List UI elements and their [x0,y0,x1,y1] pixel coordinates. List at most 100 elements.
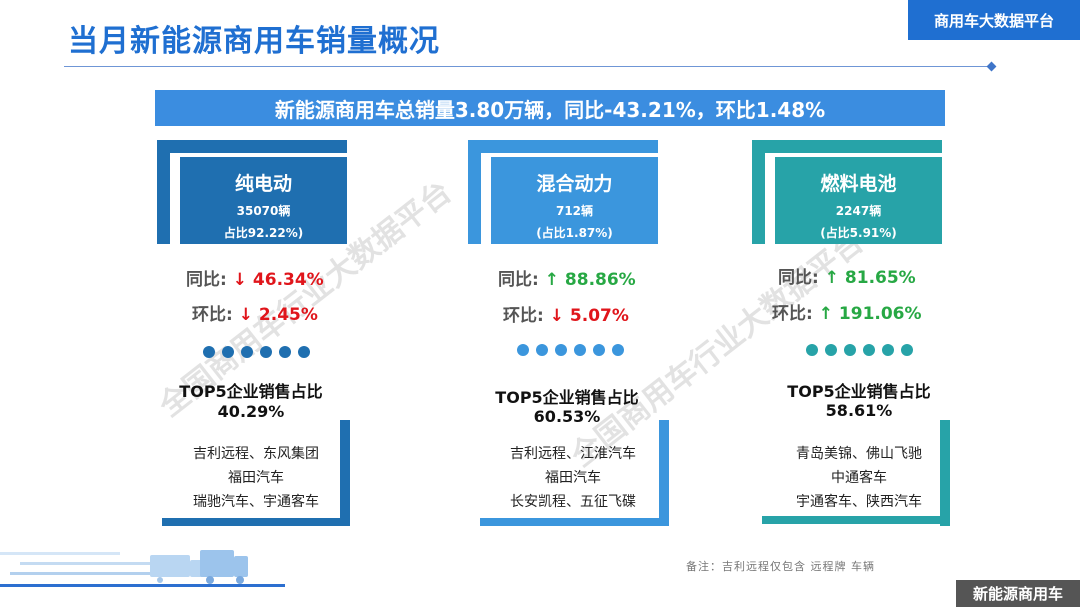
card-frame [468,140,658,153]
yoy-label: 同比: [498,270,539,290]
top5-title: TOP5企业销售占比 [179,382,323,401]
company-list: 青岛美锦、佛山飞驰 中通客车 宇通客车、陕西汽车 [774,442,944,514]
category-name: 纯电动 [234,173,292,195]
dot [203,346,215,358]
truck-graphic [0,550,285,587]
company-line: 福田汽车 [545,470,601,486]
card-frame [468,140,481,244]
dot [517,344,529,356]
top5-title: TOP5企业销售占比 [495,388,639,407]
yoy-stat: 同比: ↓ 46.34% [186,265,324,290]
top5-percent: 60.53% [533,407,601,426]
arrow-up-icon: ↑ [818,304,833,324]
dot [574,344,586,356]
yoy-stat: 同比: ↑ 88.86% [498,265,636,290]
category-count: 35070辆 [236,204,291,218]
truck-icon [150,550,248,584]
dot [279,346,291,358]
company-line: 吉利远程、东风集团 [193,446,319,462]
dot [844,344,856,356]
mom-value: 5.07% [569,306,629,326]
mom-label: 环比: [772,304,813,324]
category-count: 712辆 [555,204,594,218]
footnote: 备注：吉利远程仅包含 远程牌 车辆 [686,560,875,573]
arrow-down-icon: ↓ [238,305,253,325]
category-box: 燃料电池 2247辆 (占比5.91%) [775,157,942,244]
company-line: 福田汽车 [228,470,284,486]
company-line: 长安凯程、五征飞碟 [510,494,636,510]
company-line: 中通客车 [831,470,887,486]
yoy-value: 88.86% [564,270,636,290]
category-card-hybrid: 混合动力 712辆 (占比1.87%) [468,140,658,530]
summary-banner: 新能源商用车总销量3.80万辆，同比-43.21%，环比1.48% [155,90,945,126]
category-name: 混合动力 [536,173,613,195]
yoy-stat: 同比: ↑ 81.65% [778,263,916,288]
dots-row [203,346,310,358]
mom-stat: 环比: ↓ 5.07% [503,301,629,326]
dot [825,344,837,356]
dot [863,344,875,356]
category-card-fuelcell: 燃料电池 2247辆 (占比5.91%) [752,140,942,530]
dot [901,344,913,356]
category-count: 2247辆 [835,204,882,218]
dot [536,344,548,356]
company-line: 青岛美锦、佛山飞驰 [796,446,922,462]
category-name: 燃料电池 [820,173,897,195]
category-card-bev: 纯电动 35070辆 占比92.22%) [157,140,347,530]
category-share: 占比92.22%) [223,226,304,240]
arrow-down-icon: ↓ [232,270,247,290]
dot [241,346,253,358]
yoy-value: 81.65% [844,268,916,288]
dot [298,346,310,358]
arrow-down-icon: ↓ [549,306,564,326]
title-divider [64,66,992,67]
mom-stat: 环比: ↑ 191.06% [772,299,922,324]
page-title: 当月新能源商用车销量概况 [68,24,440,59]
top5-percent: 40.29% [217,402,285,421]
mom-value: 191.06% [838,304,922,324]
brand-badge: 商用车大数据平台 [908,0,1080,40]
category-box: 纯电动 35070辆 占比92.22%) [180,157,347,244]
company-list: 吉利远程、江淮汽车 福田汽车 长安凯程、五征飞碟 [488,442,658,514]
card-frame [752,140,765,244]
dot [555,344,567,356]
mom-label: 环比: [503,306,544,326]
category-share: (占比1.87%) [536,226,613,240]
dot [806,344,818,356]
list-frame [480,518,669,526]
company-line: 吉利远程、江淮汽车 [510,446,636,462]
list-frame [940,420,950,526]
mom-stat: 环比: ↓ 2.45% [192,300,318,325]
divider-end-marker [986,61,997,72]
dot [260,346,272,358]
category-share: (占比5.91%) [820,226,897,240]
list-frame [762,516,950,524]
dot [882,344,894,356]
card-frame [157,140,170,244]
yoy-label: 同比: [186,270,227,290]
dot [222,346,234,358]
company-list: 吉利远程、东风集团 福田汽车 瑞驰汽车、宇通客车 [172,442,340,514]
speed-lines [0,552,285,587]
list-frame [340,420,350,526]
list-frame [659,420,669,526]
mom-value: 2.45% [258,305,318,325]
card-frame [752,140,942,153]
category-box: 混合动力 712辆 (占比1.87%) [491,157,658,244]
list-frame [162,518,350,526]
company-line: 瑞驰汽车、宇通客车 [193,494,319,510]
dots-row [517,344,624,356]
mom-label: 环比: [192,305,233,325]
corner-badge: 新能源商用车 [956,580,1080,607]
arrow-up-icon: ↑ [824,268,839,288]
yoy-value: 46.34% [252,270,324,290]
arrow-up-icon: ↑ [544,270,559,290]
dot [593,344,605,356]
company-line: 宇通客车、陕西汽车 [796,494,922,510]
card-frame [157,140,347,153]
yoy-label: 同比: [778,268,819,288]
dot [612,344,624,356]
top5-percent: 58.61% [825,401,893,420]
top5-title: TOP5企业销售占比 [787,382,931,401]
dots-row [806,344,913,356]
